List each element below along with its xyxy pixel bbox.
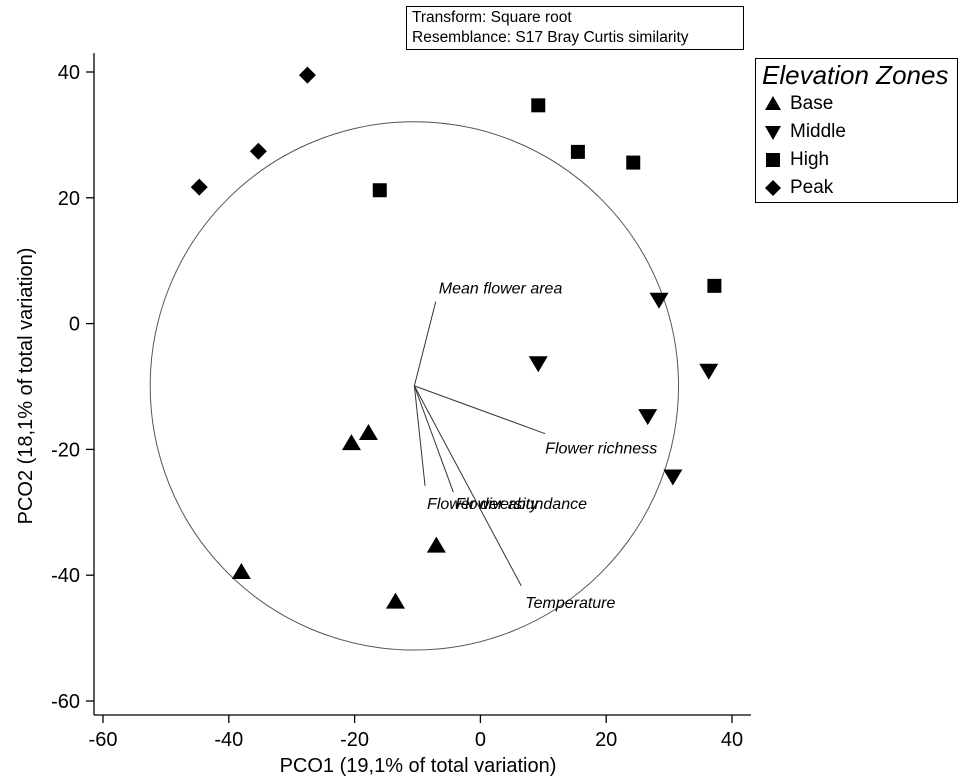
legend-item-middle: Middle: [762, 120, 846, 144]
x-tick-label: 20: [595, 729, 617, 751]
vector-mean-flower-area: [413, 301, 437, 386]
legend-item-high: High: [762, 148, 829, 172]
vector-label-flower-richness: Flower richness: [545, 441, 657, 458]
vector-flower-abundance: [413, 385, 454, 493]
point-peak: [190, 178, 208, 196]
triangle-down-icon: [765, 126, 781, 140]
resemblance-text: Resemblance: S17 Bray Curtis similarity: [412, 29, 689, 46]
legend-item-peak: Peak: [762, 176, 833, 200]
points-layer: [190, 66, 722, 609]
legend: Elevation Zones Base Middle High Peak: [755, 58, 958, 203]
x-tick-label: -40: [214, 729, 243, 751]
x-axis-title: PCO1 (19,1% of total variation): [280, 755, 557, 777]
point-middle: [528, 356, 548, 373]
point-middle: [638, 409, 658, 426]
legend-item-base: Base: [762, 92, 833, 116]
axes: 40 20 0 -20 -40 -60 -60 -40 -20 0 20 40: [51, 53, 751, 751]
vector-label-flower-abundance: Flower abundance: [455, 496, 587, 513]
point-base: [231, 563, 251, 580]
y-tick-label: -40: [51, 565, 80, 587]
point-middle: [663, 469, 683, 486]
vector-label-flower-diversity: Flower diversity: [427, 496, 539, 513]
vector-label-mean-flower-area: Mean flower area: [439, 281, 563, 298]
x-tick-label: -60: [89, 729, 118, 751]
point-high: [372, 183, 387, 198]
y-tick-label: 40: [58, 62, 80, 84]
square-icon: [766, 153, 780, 167]
y-tick-label: -20: [51, 439, 80, 461]
point-high: [626, 155, 641, 170]
y-tick-label: -60: [51, 691, 80, 713]
point-middle: [649, 292, 669, 309]
point-peak: [249, 142, 267, 160]
vector-flower-diversity: [413, 385, 426, 486]
transform-info-box: Transform: Square root Resemblance: S17 …: [406, 6, 744, 50]
correlation-circle: [149, 121, 680, 651]
legend-label-middle: Middle: [790, 121, 846, 142]
transform-text: Transform: Square root: [412, 9, 572, 26]
correlation-circle-layer: [149, 121, 680, 651]
point-base: [426, 536, 446, 553]
legend-label-base: Base: [790, 93, 834, 114]
triangle-up-icon: [765, 96, 781, 110]
point-high: [570, 144, 585, 159]
point-base: [341, 434, 361, 451]
y-tick-label: 20: [58, 188, 80, 210]
legend-title: Elevation Zones: [762, 60, 949, 90]
point-peak: [298, 66, 316, 84]
y-tick-label: 0: [69, 314, 80, 336]
point-base: [358, 424, 378, 441]
x-tick-label: 0: [475, 729, 486, 751]
legend-label-peak: Peak: [790, 177, 834, 198]
y-axis-title: PCO2 (18,1% of total variation): [15, 248, 37, 525]
point-high: [707, 278, 722, 293]
legend-label-high: High: [790, 149, 830, 170]
diamond-icon: [765, 180, 781, 196]
point-middle: [699, 363, 719, 380]
x-tick-label: -20: [340, 729, 369, 751]
point-base: [385, 592, 405, 609]
vectors-layer: Mean flower area Flower richness Flower di…: [413, 281, 657, 612]
point-high: [531, 98, 546, 113]
vector-label-temperature: Temperature: [525, 595, 615, 612]
vector-flower-richness: [414, 385, 546, 435]
x-tick-label: 40: [721, 729, 743, 751]
vector-temperature: [413, 385, 522, 587]
